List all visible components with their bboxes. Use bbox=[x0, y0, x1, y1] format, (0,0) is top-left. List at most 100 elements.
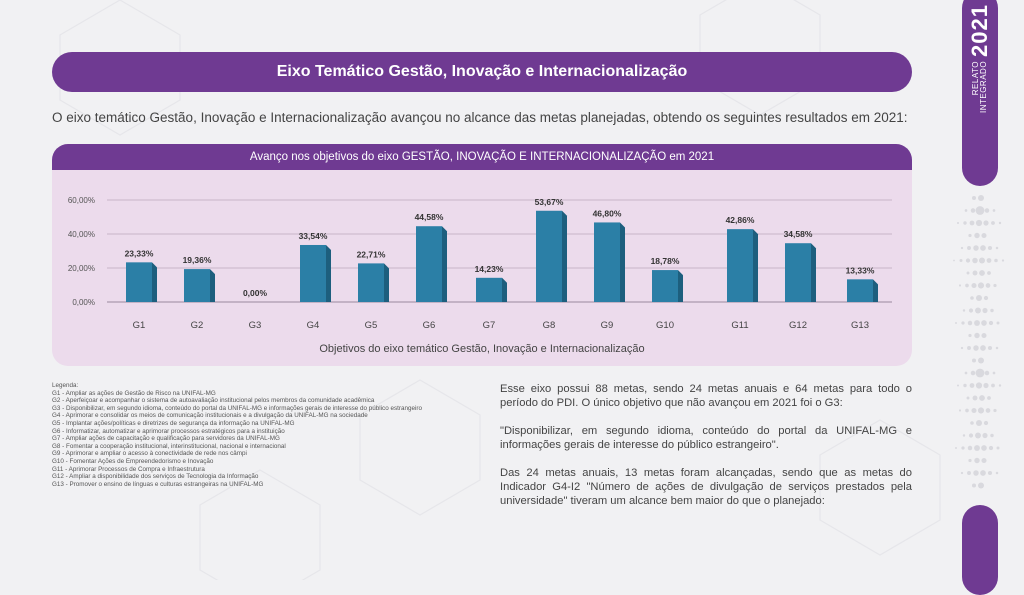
decorative-dot bbox=[967, 471, 971, 475]
data-label: 34,58% bbox=[784, 229, 813, 239]
decorative-dot bbox=[967, 445, 973, 451]
decorative-dot bbox=[982, 307, 988, 314]
decorative-dot bbox=[975, 307, 981, 314]
decorative-dot bbox=[981, 232, 987, 239]
decorative-dot bbox=[974, 320, 980, 326]
bar-side bbox=[442, 226, 447, 302]
decorative-dot bbox=[981, 320, 987, 326]
bar-side bbox=[152, 262, 157, 302]
legend-item: G6 - Informatizar, automatizar e aprimor… bbox=[52, 427, 285, 435]
decorative-dot bbox=[984, 208, 990, 213]
legend-item: G12 - Ampliar a disponibilidade dos serv… bbox=[52, 473, 259, 481]
decorative-dot bbox=[998, 221, 1002, 225]
legend-item: G9 - Aprimorar e ampliar o acesso à cone… bbox=[52, 450, 247, 458]
decorative-dot bbox=[975, 432, 981, 439]
data-label: 0,00% bbox=[243, 288, 268, 298]
decorative-dot bbox=[995, 346, 999, 350]
decorative-dot bbox=[955, 322, 957, 324]
decorative-dot bbox=[967, 246, 971, 250]
decorative-dot bbox=[971, 282, 977, 289]
decorative-dot bbox=[969, 383, 975, 388]
bar bbox=[727, 229, 753, 302]
y-tick-label: 20,00% bbox=[68, 264, 95, 273]
decorative-dot bbox=[995, 471, 999, 475]
decorative-dot bbox=[992, 209, 996, 212]
decorative-dot bbox=[968, 433, 974, 438]
x-tick-label: G8 bbox=[543, 320, 556, 331]
decorative-dot bbox=[965, 408, 969, 413]
bar-side bbox=[811, 243, 816, 302]
decorative-dot bbox=[972, 483, 976, 488]
decorative-dot bbox=[1001, 259, 1005, 262]
decorative-dot bbox=[968, 233, 972, 238]
decorative-dot bbox=[978, 357, 984, 364]
data-label: 46,80% bbox=[593, 208, 622, 218]
decorative-dot bbox=[978, 257, 986, 264]
decorative-dot bbox=[975, 219, 983, 227]
decorative-dot bbox=[975, 419, 983, 427]
x-tick-label: G11 bbox=[731, 320, 748, 331]
decorative-dot bbox=[964, 209, 968, 212]
decorative-dot bbox=[979, 270, 985, 276]
decorative-dot bbox=[968, 308, 974, 313]
decorative-dot bbox=[983, 295, 989, 301]
decorative-dot bbox=[960, 346, 964, 350]
decorative-dot bbox=[991, 221, 995, 225]
side-tab: RELATO INTEGRADO 2021 bbox=[962, 0, 998, 186]
x-tick-label: G4 bbox=[307, 320, 320, 331]
bar-side bbox=[210, 269, 215, 302]
decorative-dot bbox=[985, 283, 991, 288]
decorative-dot bbox=[984, 370, 990, 376]
decorative-dot bbox=[965, 283, 969, 288]
decorative-dot bbox=[981, 457, 987, 464]
legend-item: G13 - Promover o ensino de línguas e cul… bbox=[52, 480, 264, 488]
decorative-dot bbox=[987, 271, 991, 275]
body-paragraph-3: Das 24 metas anuais, 13 metas foram alca… bbox=[500, 466, 912, 508]
x-tick-label: G10 bbox=[656, 320, 674, 331]
bar-side bbox=[678, 270, 683, 302]
bar-side bbox=[562, 210, 567, 302]
decorative-dot bbox=[953, 259, 955, 262]
bar-side bbox=[326, 244, 331, 302]
data-label: 14,23% bbox=[475, 264, 504, 274]
x-tick-label: G1 bbox=[133, 320, 146, 331]
decorative-dot bbox=[973, 470, 979, 476]
decorative-dot bbox=[988, 320, 994, 326]
decorative-dot bbox=[978, 482, 984, 489]
y-tick-label: 60,00% bbox=[68, 196, 95, 205]
decorative-dot bbox=[974, 332, 980, 339]
data-label: 53,67% bbox=[535, 197, 564, 207]
legend-item: G2 - Aperfeiçoar e acompanhar o sistema … bbox=[52, 397, 375, 405]
bar bbox=[300, 244, 326, 302]
decorative-dot bbox=[973, 345, 979, 351]
side-label: RELATO INTEGRADO 2021 bbox=[962, 0, 998, 186]
decorative-dot bbox=[966, 396, 970, 400]
decorative-dot bbox=[973, 245, 979, 251]
decorative-dot bbox=[961, 321, 965, 325]
legend-title: Legenda: bbox=[52, 382, 79, 389]
decorative-dot bbox=[964, 371, 968, 375]
decorative-dot bbox=[968, 458, 972, 463]
data-label: 44,58% bbox=[415, 212, 444, 222]
body-paragraph-2: "Disponibilizar, em segundo idioma, cont… bbox=[500, 424, 912, 452]
decorative-dot bbox=[998, 384, 1002, 387]
decorative-dot bbox=[977, 407, 985, 414]
x-tick-label: G3 bbox=[249, 320, 262, 331]
decorative-dot bbox=[960, 471, 964, 475]
x-tick-label: G7 bbox=[483, 320, 496, 331]
bar-side bbox=[620, 222, 625, 302]
body-text: Esse eixo possui 88 metas, sendo 24 meta… bbox=[500, 382, 912, 522]
data-label: 23,33% bbox=[125, 248, 154, 258]
y-tick-label: 0,00% bbox=[72, 298, 95, 307]
decorative-dot bbox=[957, 222, 959, 224]
decorative-dot bbox=[974, 232, 980, 239]
decorative-dot bbox=[966, 271, 970, 275]
decorative-dot bbox=[967, 346, 971, 350]
decorative-dot bbox=[991, 383, 995, 388]
intro-text: O eixo temático Gestão, Inovação e Inter… bbox=[52, 110, 908, 125]
decorative-dot bbox=[970, 370, 976, 376]
decorative-dot bbox=[996, 321, 1000, 325]
legend-item: G7 - Ampliar ações de capacitação e qual… bbox=[52, 435, 280, 443]
bar bbox=[652, 270, 678, 302]
decorative-dot bbox=[970, 208, 976, 213]
